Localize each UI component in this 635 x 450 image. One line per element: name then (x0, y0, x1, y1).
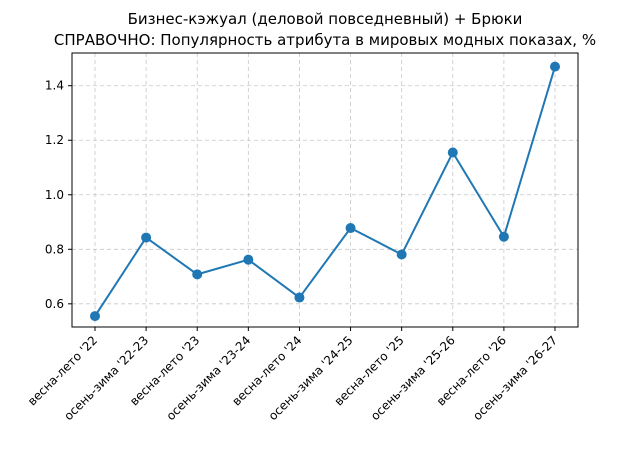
y-tick-label: 1.4 (45, 79, 64, 93)
data-point (294, 292, 305, 303)
y-tick-label: 1.2 (45, 133, 64, 147)
x-tick-label: осень-зима '23-24 (164, 333, 254, 423)
data-point (447, 147, 458, 158)
data-point (141, 232, 152, 243)
data-point (345, 223, 356, 234)
x-tick-label: осень-зима '24-25 (266, 333, 356, 423)
data-point (498, 231, 509, 242)
plot-frame (71, 52, 579, 328)
y-tick-label: 0.8 (45, 242, 64, 256)
y-tick-label: 0.6 (45, 297, 64, 311)
data-point (192, 269, 203, 280)
chart-subtitle: СПРАВОЧНО: Популярность атрибута в миров… (54, 31, 596, 49)
grid (72, 53, 578, 327)
data-point (90, 311, 100, 322)
data-point (396, 249, 407, 260)
y-tick-label: 1.0 (45, 188, 64, 202)
data-point (243, 254, 254, 265)
series-layer (90, 61, 560, 322)
x-tick-label: осень-зима '22-23 (61, 333, 151, 423)
x-tick-label: осень-зима '25-26 (368, 333, 458, 423)
data-point (550, 61, 560, 72)
series-line (94, 66, 556, 317)
chart-title: Бизнес-кэжуал (деловой повседневный) + Б… (128, 10, 523, 28)
x-tick-label: осень-зима '26-27 (470, 333, 560, 423)
